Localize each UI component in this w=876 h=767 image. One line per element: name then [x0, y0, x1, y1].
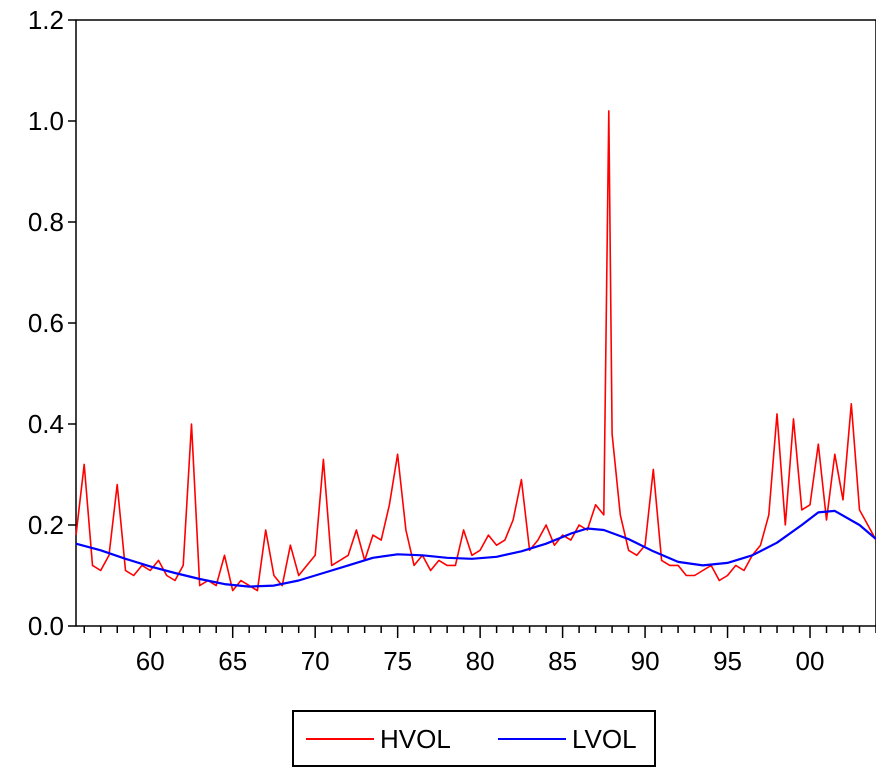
series-line-hvol: [75, 110, 876, 592]
plot-area: [75, 19, 876, 627]
y-tick-label: 0.6: [28, 308, 64, 338]
x-tick-label: 60: [136, 646, 165, 676]
x-tick-label: 65: [218, 646, 247, 676]
x-tick-label: 75: [383, 646, 412, 676]
legend: HVOL LVOL: [292, 710, 656, 767]
y-tick-label: 0.0: [28, 611, 64, 641]
y-tick-label: 0.2: [28, 510, 64, 540]
series-line-lvol: [75, 509, 876, 588]
x-axis: 60 65 70 75 80 85 90 95 00: [83, 626, 876, 676]
x-tick-label: 70: [301, 646, 330, 676]
legend-label-lvol: LVOL: [572, 724, 637, 754]
y-tick-label: 1.2: [28, 5, 64, 35]
x-tick-label: 95: [713, 646, 742, 676]
y-tick-label: 0.8: [28, 207, 64, 237]
plot-frame: [75, 19, 876, 627]
y-tick-label: 0.4: [28, 409, 64, 439]
x-tick-label: 85: [548, 646, 577, 676]
y-axis: 0.0 0.2 0.4 0.6 0.8 1.0 1.2: [28, 5, 76, 641]
x-tick-label: 00: [796, 646, 825, 676]
x-tick-label: 80: [466, 646, 495, 676]
y-tick-label: 1.0: [28, 106, 64, 136]
legend-label-hvol: HVOL: [380, 724, 451, 754]
series-layer: [75, 110, 876, 592]
x-tick-label: 90: [631, 646, 660, 676]
